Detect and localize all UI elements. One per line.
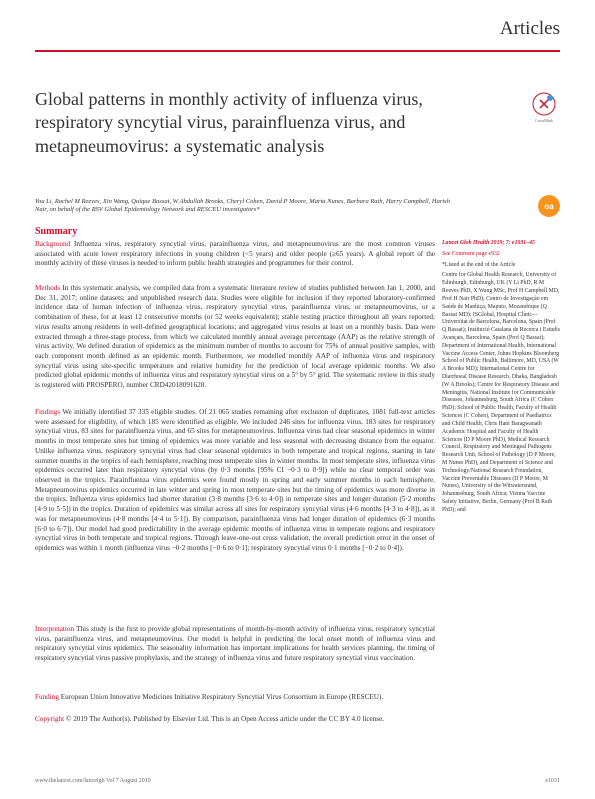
background-label: Background: [35, 240, 70, 248]
sidebar-affiliations: Lancet Glob Health 2019; 7: e1031–45 See…: [442, 240, 560, 518]
copyright-label: Copyright: [35, 715, 64, 723]
crossmark-label: CrossMark: [535, 118, 553, 123]
header-divider: [35, 50, 560, 52]
findings-label: Findings: [35, 408, 60, 416]
funding-text: European Union Innovative Medicines Init…: [59, 693, 383, 701]
crossmark-badge[interactable]: CrossMark: [528, 92, 560, 124]
header-articles-label: Articles: [500, 18, 560, 40]
background-section: Background Influenza virus, respiratory …: [35, 240, 435, 269]
copyright-section: Copyright © 2019 The Author(s). Publishe…: [35, 715, 435, 725]
oa-icon: oa: [542, 199, 556, 213]
sidebar-see-comment[interactable]: See Comment page e932: [442, 251, 560, 259]
footer-left: www.thelancet.com/lancetgh Vol 7 August …: [35, 778, 151, 784]
interpretation-text: This study is the first to provide globa…: [35, 625, 435, 662]
interpretation-label: Interpretation: [35, 625, 74, 633]
page-footer: www.thelancet.com/lancetgh Vol 7 August …: [35, 778, 560, 784]
sidebar-journal: Lancet Glob Health 2019; 7: e1031–45: [442, 240, 560, 248]
findings-section: Findings We initially identified 37 335 …: [35, 408, 435, 554]
methods-section: Methods In this systematic analysis, we …: [35, 284, 435, 391]
sidebar-affiliations-text: Centre for Global Health Research, Unive…: [442, 272, 560, 514]
open-access-badge[interactable]: oa: [538, 195, 560, 217]
funding-section: Funding European Union Innovative Medici…: [35, 693, 435, 703]
interpretation-section: Interpretation This study is the first t…: [35, 625, 435, 664]
methods-label: Methods: [35, 284, 60, 292]
methods-text: In this systematic analysis, we compiled…: [35, 284, 435, 389]
author-list: You Li, Rachel M Reeves, Xin Wang, Quiqu…: [35, 198, 455, 215]
funding-label: Funding: [35, 693, 59, 701]
article-title: Global patterns in monthly activity of i…: [35, 88, 495, 158]
footer-right: e1031: [545, 778, 560, 784]
background-text: Influenza virus, respiratory syncytial v…: [35, 240, 435, 267]
svg-text:oa: oa: [544, 202, 554, 211]
sidebar-listed: *Listed at the end of the Article: [442, 262, 560, 270]
crossmark-icon: [532, 92, 556, 116]
summary-heading: Summary: [35, 226, 77, 237]
findings-text: We initially identified 37 335 eligible …: [35, 408, 435, 552]
copyright-text: © 2019 The Author(s). Published by Elsev…: [64, 715, 384, 723]
